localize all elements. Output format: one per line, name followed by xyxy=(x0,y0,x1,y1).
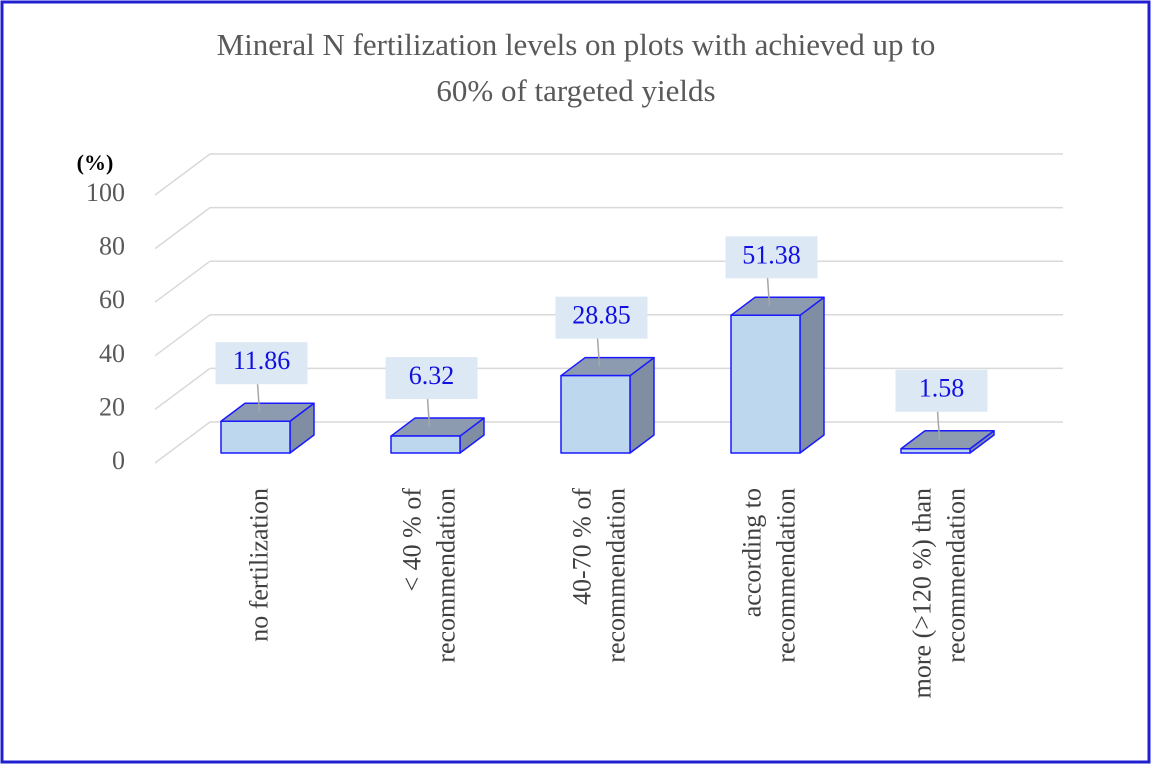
bar xyxy=(220,420,291,454)
data-label-box xyxy=(385,357,478,400)
data-label: 6.32 xyxy=(409,361,455,390)
y-tick-label: 20 xyxy=(99,392,125,421)
x-tick-label: according to xyxy=(737,488,766,617)
x-tick-label: recommendation xyxy=(601,488,630,663)
y-tick-label: 40 xyxy=(99,339,125,368)
grid-line xyxy=(154,367,211,411)
data-label-box xyxy=(895,369,988,412)
y-tick-label: 0 xyxy=(112,446,125,475)
bar xyxy=(900,448,971,454)
data-label: 28.85 xyxy=(572,301,631,330)
grid-line xyxy=(154,153,211,196)
bar xyxy=(560,374,631,454)
grid-line xyxy=(154,260,211,303)
bar-side xyxy=(799,296,825,454)
x-tick-label: no fertilization xyxy=(244,488,273,642)
x-tick-label: 40-70 % of xyxy=(567,488,596,605)
chart-title: Mineral N fertilization levels on plots … xyxy=(217,27,936,62)
data-label: 51.38 xyxy=(742,240,801,269)
x-tick-label: < 40 % of xyxy=(397,488,426,592)
leader-line xyxy=(426,398,431,428)
grid-line xyxy=(154,314,211,357)
grid-line xyxy=(154,421,211,464)
leader-line xyxy=(936,410,941,440)
x-tick-label: recommendation xyxy=(431,488,460,663)
x-tick-label: recommendation xyxy=(941,488,970,663)
data-label: 1.58 xyxy=(919,374,965,403)
x-tick-label: recommendation xyxy=(771,488,800,663)
bar xyxy=(390,435,461,454)
y-tick-label: 100 xyxy=(86,178,125,207)
leader-line xyxy=(596,337,601,367)
leader-line xyxy=(256,383,261,413)
data-label-box xyxy=(555,296,648,339)
y-tick-label: 80 xyxy=(99,232,125,261)
data-label: 11.86 xyxy=(233,346,291,375)
y-tick-label: 60 xyxy=(99,285,125,314)
x-tick-label: more (>120 %) than xyxy=(907,488,936,698)
y-axis-label: (%) xyxy=(77,150,114,175)
leader-line xyxy=(766,277,771,307)
grid-line xyxy=(154,206,211,250)
chart-title: 60% of targeted yields xyxy=(436,73,715,108)
bar xyxy=(730,314,801,454)
data-label-box xyxy=(725,236,818,279)
data-label-box xyxy=(215,342,308,385)
